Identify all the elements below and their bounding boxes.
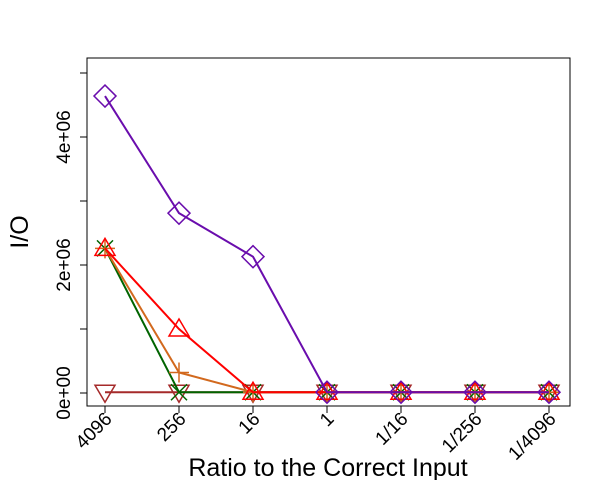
x-tick-label: 1/4096	[505, 409, 561, 465]
point-marker-plus	[169, 362, 189, 383]
point-marker-diamond	[166, 201, 192, 226]
series-triangle-up	[93, 236, 561, 400]
point-marker-triangle-up	[93, 236, 117, 257]
point-marker-diamond	[388, 380, 414, 405]
series-diamond	[92, 83, 562, 405]
y-axis-title: I/O	[6, 215, 34, 248]
series-x	[96, 239, 558, 401]
point-marker-triangle-up	[241, 380, 265, 400]
point-marker-triangle-up	[463, 380, 487, 400]
point-marker-triangle-up	[315, 380, 339, 400]
point-marker-x	[170, 383, 188, 401]
series-line	[104, 247, 549, 394]
point-marker-diamond	[240, 244, 266, 269]
y-tick-label: 0e+00	[54, 366, 75, 419]
point-marker-triangle-up	[167, 317, 191, 337]
x-tick-label: 1/16	[372, 409, 413, 450]
x-tick-label: 1/256	[438, 409, 486, 457]
point-marker-diamond	[314, 380, 340, 405]
x-tick-label: 16	[235, 409, 265, 439]
point-marker-diamond	[92, 83, 118, 109]
y-tick-label: 4e+06	[54, 110, 75, 163]
x-tick-label: 4096	[72, 409, 117, 454]
point-marker-triangle-down	[167, 384, 191, 404]
point-marker-triangle-down	[93, 384, 117, 404]
series-line	[104, 95, 549, 394]
x-tick-label: 256	[153, 409, 190, 446]
point-marker-diamond	[536, 380, 562, 405]
y-tick-label: 2e+06	[54, 238, 75, 291]
point-marker-diamond	[462, 380, 488, 405]
point-marker-triangle-up	[389, 380, 413, 400]
x-axis-title: Ratio to the Correct Input	[188, 454, 467, 480]
series-layer	[92, 83, 562, 405]
series-plus	[95, 238, 559, 403]
point-marker-triangle-up	[537, 380, 561, 400]
